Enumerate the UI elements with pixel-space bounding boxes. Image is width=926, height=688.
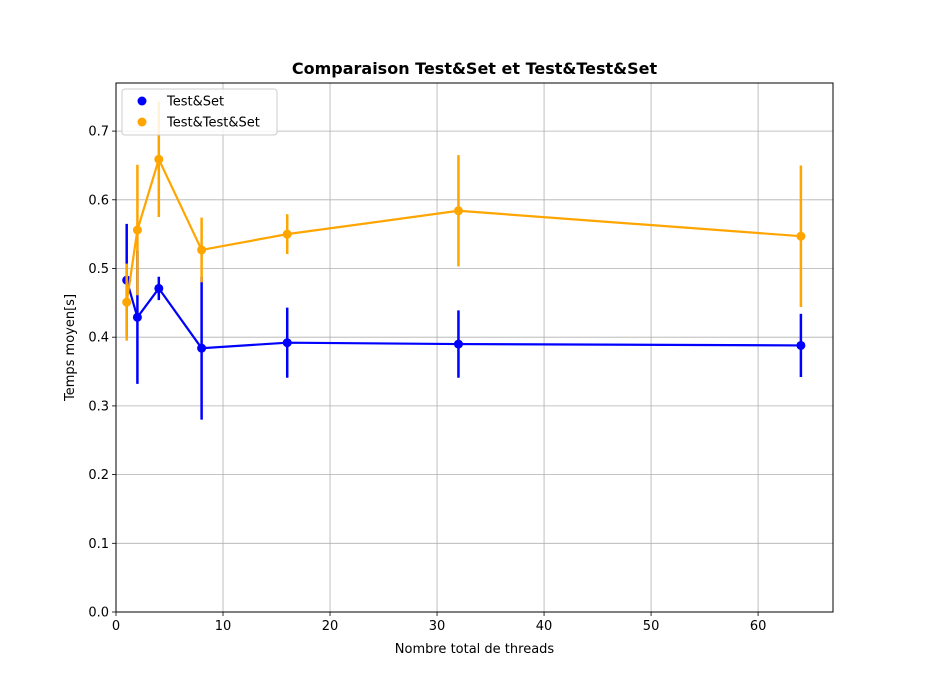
y-tick-label: 0.6: [88, 193, 109, 208]
series-line: [125, 279, 801, 350]
data-point: [453, 339, 463, 349]
y-tick-label: 0.0: [88, 606, 109, 621]
legend-box: [121, 88, 278, 136]
data-point: [132, 225, 142, 235]
chart-title: Comparaison Test&Set et Test&Test&Set: [292, 59, 658, 78]
axis-ticks: 0 10 20 30 40 50 60 0.0 0.1 0.2 0.3 0.4 0.5 0.6 0.7: [88, 125, 766, 634]
legend-label: Test&Set: [166, 95, 224, 110]
legend: Test&Set Test&Test&Set: [121, 88, 278, 136]
y-tick-label: 0.4: [88, 331, 109, 346]
data-point: [282, 229, 292, 239]
y-tick-label: 0.3: [88, 399, 109, 414]
x-tick-label: 20: [322, 619, 339, 634]
data-point: [132, 312, 142, 322]
series-line: [125, 156, 801, 303]
y-tick-label: 0.5: [88, 262, 109, 277]
data-point: [796, 340, 806, 350]
x-tick-label: 30: [429, 619, 446, 634]
series-1: [122, 223, 806, 420]
y-tick-label: 0.7: [88, 125, 109, 140]
x-tick-label: 40: [536, 619, 553, 634]
x-axis-label: Nombre total de threads: [395, 642, 555, 657]
grid: [115, 83, 833, 613]
series-layer: [122, 101, 806, 420]
legend-marker: [137, 117, 147, 127]
data-point: [197, 245, 207, 255]
data-point: [453, 206, 463, 216]
legend-marker: [137, 96, 147, 106]
x-tick-label: 50: [643, 619, 660, 634]
series-2: [122, 101, 806, 341]
y-axis-label: Temps moyen[s]: [63, 294, 78, 402]
data-point: [796, 231, 806, 241]
y-tick-label: 0.2: [88, 468, 109, 483]
data-point: [154, 154, 164, 164]
data-point: [197, 343, 207, 353]
x-tick-label: 10: [215, 619, 232, 634]
data-point: [122, 297, 132, 307]
data-point: [154, 283, 164, 293]
data-point: [282, 338, 292, 348]
plot-area: [115, 82, 834, 613]
y-tick-label: 0.1: [88, 537, 109, 552]
legend-label: Test&Test&Set: [166, 116, 260, 131]
x-tick-label: 60: [750, 619, 767, 634]
x-tick-label: 0: [112, 619, 120, 634]
